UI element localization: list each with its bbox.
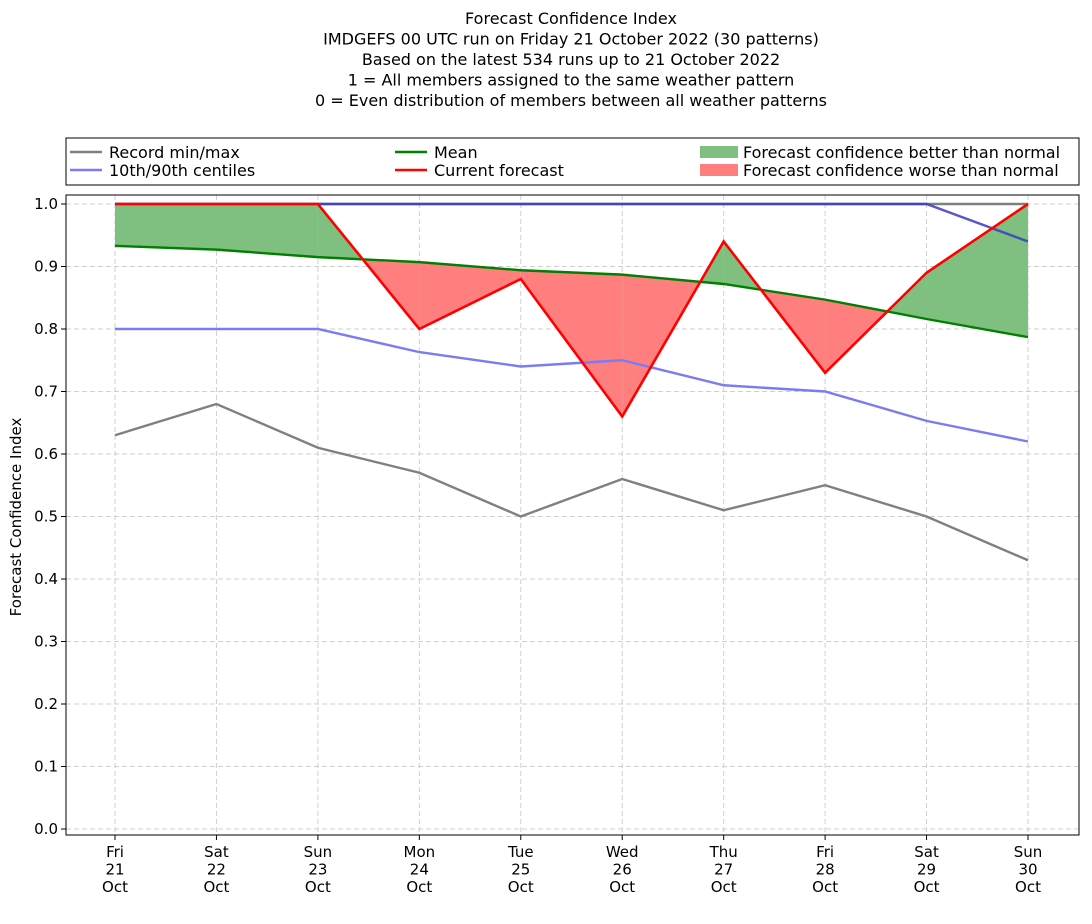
x-tick-label: 30 [1018, 861, 1037, 879]
worse-than-normal-fill [419, 262, 521, 329]
axes: 0.00.10.20.30.40.50.60.70.80.91.0Fri21Oc… [34, 194, 1080, 896]
y-tick-label: 0.2 [34, 695, 58, 713]
legend-label-10th-90th-centiles: 10th/90th centiles [109, 161, 255, 180]
legend-swatch-forecast-confidence-worse-than-normal [700, 164, 738, 176]
legend-box [65, 137, 1080, 186]
better-than-normal-fill [115, 204, 217, 250]
x-tick-label: Tue [507, 843, 534, 861]
y-tick-label: 0.5 [34, 508, 58, 526]
x-tick-label: Oct [812, 878, 838, 896]
better-than-normal-fill [887, 272, 927, 319]
x-tick-label: Oct [711, 878, 737, 896]
x-tick-label: 27 [714, 861, 733, 879]
series-line-p10 [115, 327, 1029, 443]
x-tick-label: 26 [613, 861, 632, 879]
better-than-normal-fill [926, 204, 1028, 338]
x-tick-label: Oct [1015, 878, 1041, 896]
x-tick-label: 24 [410, 861, 429, 879]
x-tick-label: Thu [709, 843, 738, 861]
x-tick-label: 29 [917, 861, 936, 879]
x-tick-label: Oct [406, 878, 432, 896]
y-tick-label: 0.0 [34, 820, 58, 838]
worse-than-normal-fill [825, 299, 888, 373]
y-tick-label: 0.9 [34, 258, 58, 276]
x-tick-label: 23 [308, 861, 327, 879]
y-tick-label: 0.1 [34, 758, 58, 776]
series-line-record-min [114, 402, 1029, 562]
confidence-fills [115, 204, 1028, 417]
legend-swatch-forecast-confidence-better-than-normal [700, 146, 738, 158]
x-tick-label: Sun [1014, 843, 1043, 861]
y-tick-label: 0.4 [34, 570, 58, 588]
x-tick-label: 28 [816, 861, 835, 879]
plot-frame [65, 194, 1080, 836]
y-axis-label: Forecast Confidence Index [7, 418, 25, 617]
x-tick-label: Sat [914, 843, 939, 861]
x-tick-label: 25 [511, 861, 530, 879]
x-tick-label: Oct [203, 878, 229, 896]
title-line: 1 = All members assigned to the same wea… [348, 71, 795, 90]
y-tick-label: 1.0 [34, 195, 58, 213]
legend-label-mean: Mean [434, 143, 478, 162]
title-line: 0 = Even distribution of members between… [315, 91, 827, 110]
legend-label-forecast-confidence-worse-than-normal: Forecast confidence worse than normal [743, 161, 1059, 180]
x-tick-label: Fri [106, 843, 124, 861]
x-tick-label: Oct [609, 878, 635, 896]
series-line-current [115, 202, 1029, 419]
better-than-normal-fill [216, 204, 318, 258]
chart-title: Forecast Confidence Index IMDGEFS 00 UTC … [315, 9, 827, 110]
x-tick-label: Oct [914, 878, 940, 896]
title-line: Based on the latest 534 runs up to 21 Oc… [362, 50, 780, 69]
series-line-mean [114, 244, 1029, 339]
x-tick-label: Fri [816, 843, 834, 861]
x-tick-label: 21 [105, 861, 124, 879]
title-line: IMDGEFS 00 UTC run on Friday 21 October … [323, 30, 819, 49]
y-tick-label: 0.8 [34, 320, 58, 338]
y-tick-label: 0.3 [34, 633, 58, 651]
y-tick-label: 0.7 [34, 383, 58, 401]
x-tick-label: Oct [102, 878, 128, 896]
x-tick-label: Oct [508, 878, 534, 896]
x-tick-label: Sun [304, 843, 333, 861]
y-tick-label: 0.6 [34, 445, 58, 463]
x-tick-label: Mon [404, 843, 436, 861]
x-tick-label: Sat [204, 843, 229, 861]
legend-label-current-forecast: Current forecast [434, 161, 564, 180]
title-line: Forecast Confidence Index [465, 9, 677, 28]
x-tick-label: Wed [606, 843, 639, 861]
x-tick-label: 22 [207, 861, 226, 879]
legend-label-record-min-max: Record min/max [109, 143, 240, 162]
series-lines [114, 202, 1029, 562]
x-tick-label: Oct [305, 878, 331, 896]
legend-label-forecast-confidence-better-than-normal: Forecast confidence better than normal [743, 143, 1060, 162]
